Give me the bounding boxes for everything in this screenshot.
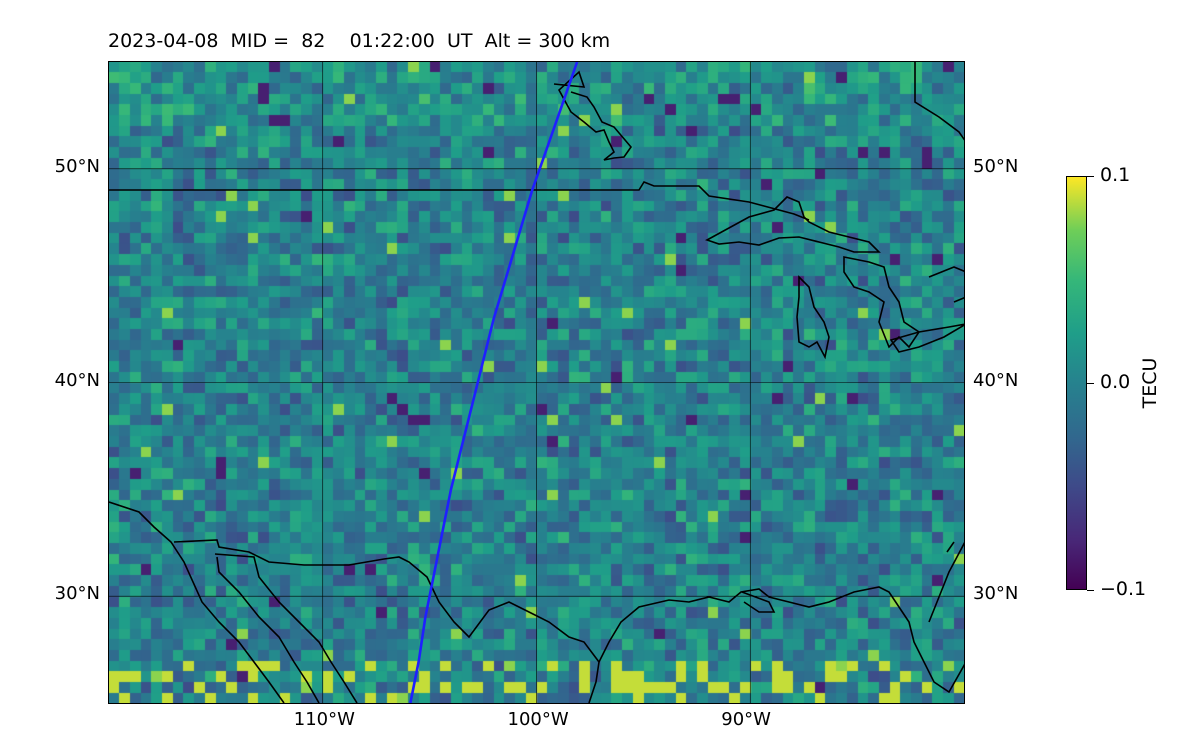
colorbar-tick-label: 0.1 — [1100, 164, 1131, 186]
colorbar-tick-mark — [1087, 383, 1094, 384]
colorbar-label: TECU — [1139, 357, 1161, 409]
hudson-bay-coast — [553, 70, 633, 161]
baja-california — [214, 553, 358, 703]
satellite-track — [409, 62, 579, 703]
tec-map[interactable] — [108, 61, 965, 704]
lon-tick-label: 100°W — [507, 709, 569, 730]
east-coast — [928, 266, 964, 303]
map-overlay — [109, 62, 964, 703]
us-canada-border — [109, 181, 810, 221]
colorbar-tick-label: −0.1 — [1100, 578, 1147, 600]
plot-title: 2023-04-08 MID = 82 01:22:00 UT Alt = 30… — [108, 30, 610, 52]
colorbar-tick-mark — [1087, 176, 1094, 177]
lake-huron — [843, 256, 921, 349]
lat-tick-label: 30°N — [973, 583, 1019, 605]
lat-tick-label: 40°N — [973, 369, 1019, 391]
title-alt-label: Alt = — [484, 30, 533, 52]
lat-tick-label: 50°N — [973, 155, 1019, 177]
coastlines — [109, 62, 964, 703]
lake-michigan — [796, 275, 830, 360]
lon-tick-label: 110°W — [293, 709, 355, 730]
title-time: 01:22:00 — [349, 30, 435, 52]
title-date: 2023-04-08 — [108, 30, 219, 52]
gridlines — [109, 62, 964, 703]
colorbar-tick-mark — [1087, 590, 1094, 591]
west-coast — [109, 501, 285, 703]
gulf-coast — [598, 586, 964, 694]
colorbar-tick-label: 0.0 — [1100, 371, 1131, 393]
lake-erie — [889, 323, 964, 353]
colorbar — [1066, 176, 1087, 590]
lat-tick-label: 40°N — [54, 369, 100, 391]
lake-superior — [705, 196, 881, 253]
title-alt-value: 300 km — [538, 30, 611, 52]
lat-tick-label: 30°N — [54, 583, 100, 605]
north-coast — [914, 62, 964, 141]
lon-tick-label: 90°W — [721, 709, 771, 730]
lat-tick-label: 50°N — [54, 155, 100, 177]
us-mexico-border — [173, 539, 600, 703]
florida-coast — [741, 541, 964, 623]
title-mid-label: MID = — [230, 30, 290, 52]
title-mid-value: 82 — [301, 30, 326, 52]
title-time-unit: UT — [447, 30, 473, 52]
